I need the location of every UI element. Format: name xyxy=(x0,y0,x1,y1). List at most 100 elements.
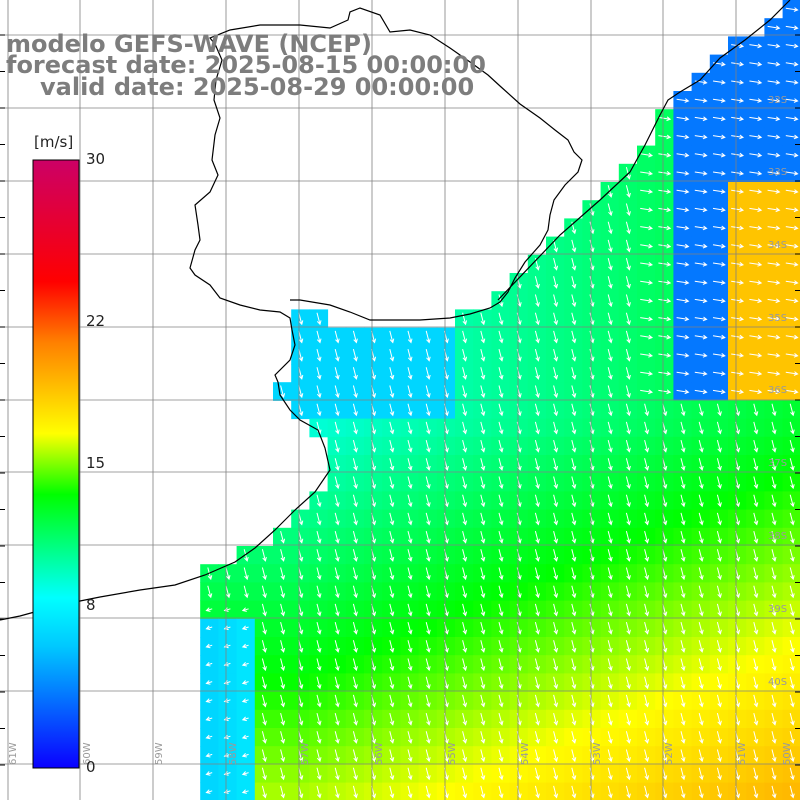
wind-arrow xyxy=(771,767,777,781)
wind-arrow xyxy=(644,421,650,435)
wind-arrow xyxy=(480,494,486,508)
wind-arrow xyxy=(425,676,431,690)
wind-arrow xyxy=(498,731,504,744)
wind-arrow xyxy=(785,7,799,12)
wind-arrow xyxy=(261,694,267,708)
wind-arrow xyxy=(767,207,781,213)
wind-arrow xyxy=(698,712,704,726)
wind-arrow xyxy=(716,494,722,508)
wind-arrow xyxy=(716,476,722,490)
wind-arrow xyxy=(753,694,759,708)
wind-arrow xyxy=(749,225,763,231)
wind-arrow xyxy=(553,640,559,653)
wind-arrow xyxy=(498,603,504,617)
wind-arrow xyxy=(571,603,577,617)
wind-arrow xyxy=(625,203,631,217)
wind-arrow xyxy=(771,585,777,599)
wind-arrow xyxy=(352,512,358,526)
wind-arrow xyxy=(607,731,613,744)
wind-arrow xyxy=(753,567,759,581)
wind-arrow xyxy=(785,334,799,340)
wind-arrow xyxy=(749,61,763,67)
wind-arrow xyxy=(205,716,213,722)
wind-arrow xyxy=(789,712,795,726)
wind-arrow xyxy=(680,767,686,781)
wind-arrow xyxy=(334,512,340,526)
wind-arrow xyxy=(680,585,686,599)
wind-arrow xyxy=(205,643,213,649)
wind-arrow xyxy=(625,257,631,271)
wind-arrow xyxy=(625,603,631,617)
wind-arrow xyxy=(698,621,704,635)
wind-arrow xyxy=(785,353,799,358)
wind-arrow xyxy=(480,385,486,399)
wind-arrow xyxy=(534,731,540,744)
wind-arrow xyxy=(553,567,559,581)
wind-arrow xyxy=(644,439,650,453)
wind-arrow xyxy=(261,640,267,653)
wind-arrow xyxy=(389,585,395,599)
wind-arrow xyxy=(462,567,468,581)
wind-arrow xyxy=(425,749,431,763)
wind-arrow xyxy=(658,371,672,376)
wind-arrow xyxy=(712,316,726,322)
wind-arrow xyxy=(553,767,559,781)
wind-arrow xyxy=(749,80,763,85)
wind-arrow xyxy=(607,585,613,599)
wind-arrow xyxy=(205,771,213,776)
wind-arrow xyxy=(698,567,704,581)
wind-arrow xyxy=(553,385,559,399)
wind-arrow xyxy=(698,512,704,526)
wind-arrow xyxy=(425,585,431,599)
wind-arrow xyxy=(789,530,795,544)
wind-arrow xyxy=(749,189,763,194)
wind-arrow xyxy=(425,421,431,435)
wind-arrow xyxy=(316,585,322,599)
wind-arrow xyxy=(771,494,777,508)
wind-arrow xyxy=(625,439,631,453)
wind-arrow xyxy=(731,262,745,267)
wind-arrow xyxy=(607,476,613,490)
wind-arrow xyxy=(407,767,413,781)
wind-arrow xyxy=(625,494,631,508)
wind-arrow xyxy=(407,603,413,617)
wind-arrow xyxy=(534,458,540,471)
wind-arrow xyxy=(694,389,708,395)
wind-arrow xyxy=(334,603,340,617)
wind-arrow xyxy=(534,476,540,490)
wind-arrow xyxy=(407,785,413,799)
wind-arrow xyxy=(749,43,763,49)
wind-arrow xyxy=(571,749,577,763)
wind-arrow xyxy=(498,585,504,599)
wind-arrow xyxy=(640,298,654,304)
wind-arrow xyxy=(785,225,799,231)
wind-arrow xyxy=(553,512,559,526)
wind-arrow xyxy=(716,676,722,690)
wind-arrow xyxy=(644,640,650,653)
wind-arrow xyxy=(223,625,231,631)
wind-arrow xyxy=(789,731,795,744)
wind-arrow xyxy=(749,334,763,340)
wind-arrow xyxy=(607,439,613,453)
wind-arrow xyxy=(644,749,650,763)
wind-arrow xyxy=(753,621,759,635)
wind-arrow xyxy=(553,694,559,708)
wind-arrow xyxy=(462,476,468,490)
wind-arrow xyxy=(534,767,540,781)
wind-arrow xyxy=(771,476,777,490)
wind-arrow xyxy=(352,567,358,581)
wind-arrow xyxy=(658,189,672,194)
wind-arrow xyxy=(625,403,631,417)
wind-arrow xyxy=(676,298,690,304)
wind-arrow xyxy=(462,330,468,344)
wind-arrow xyxy=(407,658,413,672)
wind-arrow xyxy=(658,225,672,231)
wind-arrow xyxy=(731,316,745,322)
wind-arrow xyxy=(280,694,286,708)
wind-arrow xyxy=(698,749,704,763)
wind-arrow xyxy=(749,353,763,358)
wind-arrow xyxy=(749,280,763,285)
wind-arrow xyxy=(425,494,431,508)
wind-arrow xyxy=(753,530,759,544)
colorbar-tick-label: 22 xyxy=(86,312,106,331)
